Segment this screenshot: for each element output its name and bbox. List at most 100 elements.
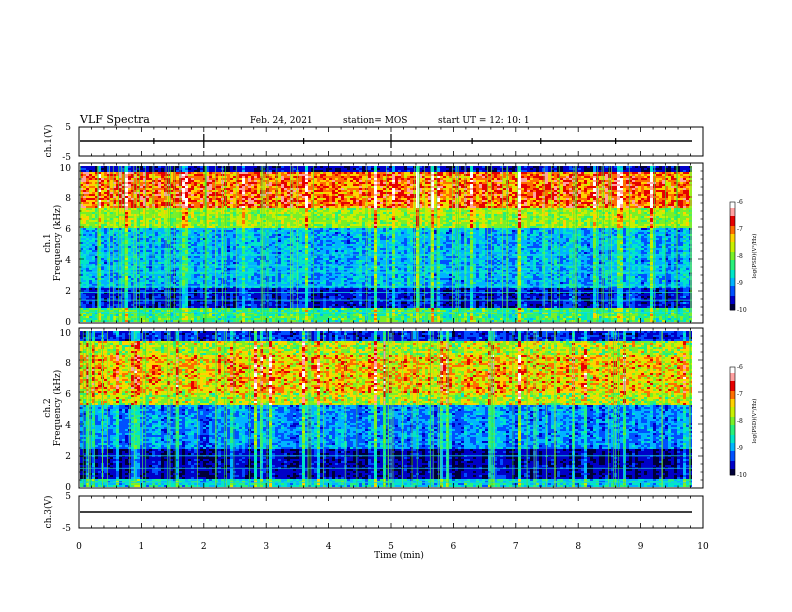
- spectrogram-cell: [104, 186, 108, 189]
- spectrogram-cell: [671, 188, 675, 191]
- spectrogram-cell: [107, 182, 111, 185]
- spectrogram-cell: [584, 178, 588, 181]
- spectrogram-cell: [434, 198, 438, 201]
- spectrogram-cell: [260, 200, 264, 203]
- spectrogram-cell: [650, 196, 654, 199]
- spectrogram-cell: [386, 182, 390, 185]
- spectrogram-cell: [137, 200, 141, 203]
- spectrogram-cell: [632, 198, 636, 201]
- spectrogram-cell: [437, 180, 441, 183]
- spectrogram-cell: [509, 168, 513, 171]
- spectrogram-cell: [149, 182, 153, 185]
- spectrogram-cell: [677, 196, 681, 199]
- spectrogram-cell: [209, 192, 213, 195]
- spectrogram-cell: [293, 186, 297, 189]
- spectrogram-cell: [113, 184, 117, 187]
- spectrogram-cell: [614, 188, 618, 191]
- spectrogram-cell: [683, 166, 687, 169]
- spectrogram-cell: [428, 166, 432, 169]
- spectrogram-cell: [350, 196, 354, 199]
- spectrogram-cell: [353, 178, 357, 181]
- spectrogram-cell: [362, 178, 366, 181]
- spectrogram-cell: [137, 180, 141, 183]
- spectrogram-cell: [89, 202, 93, 205]
- spectrogram-cell: [146, 182, 150, 185]
- spectrogram-cell: [488, 172, 492, 175]
- spectrogram-cell: [80, 182, 84, 185]
- spectrogram-cell: [662, 176, 666, 179]
- spectrogram-cell: [437, 204, 441, 207]
- spectrogram-cell: [674, 186, 678, 189]
- spectrogram-cell: [203, 206, 207, 209]
- spectrogram-cell: [578, 174, 582, 177]
- spectrogram-cell: [122, 170, 126, 173]
- spectrogram-cell: [383, 200, 387, 203]
- spectrogram-cell: [500, 176, 504, 179]
- spectrogram-cell: [500, 196, 504, 199]
- spectrogram-cell: [242, 202, 246, 205]
- spectrogram-cell: [125, 188, 129, 191]
- spectrogram-cell: [476, 176, 480, 179]
- spectrogram-cell: [161, 166, 165, 169]
- spectrogram-cell: [161, 200, 165, 203]
- spectrogram-cell: [269, 210, 273, 213]
- spectrogram-cell: [101, 166, 105, 169]
- spectrogram-cell: [308, 214, 312, 217]
- spectrogram-cell: [308, 192, 312, 195]
- spectrogram-cell: [539, 190, 543, 193]
- spectrogram-cell: [107, 172, 111, 175]
- spectrogram-cell: [341, 166, 345, 169]
- spectrogram-cell: [497, 196, 501, 199]
- spectrogram-cell: [608, 190, 612, 193]
- spectrogram-cell: [659, 186, 663, 189]
- spectrogram-cell: [665, 184, 669, 187]
- spectrogram-cell: [374, 182, 378, 185]
- spectrogram-cell: [362, 174, 366, 177]
- spectrogram-cell: [467, 178, 471, 181]
- spectrogram-cell: [293, 172, 297, 175]
- spectrogram-cell: [530, 178, 534, 181]
- spectrogram-cell: [110, 210, 114, 213]
- spectrogram-cell: [350, 208, 354, 211]
- spectrogram-cell: [230, 170, 234, 173]
- spectrogram-cell: [143, 172, 147, 175]
- spectrogram-cell: [677, 212, 681, 215]
- spectrogram-cell: [569, 204, 573, 207]
- spectrogram-cell: [659, 192, 663, 195]
- spectrogram-cell: [485, 184, 489, 187]
- spectrogram-cell: [164, 208, 168, 211]
- spectrogram-cell: [392, 198, 396, 201]
- spectrogram-cell: [236, 174, 240, 177]
- spectrogram-cell: [548, 166, 552, 169]
- spectrogram-cell: [425, 198, 429, 201]
- spectrogram-cell: [617, 176, 621, 179]
- spectrogram-cell: [209, 204, 213, 207]
- spectrogram-cell: [668, 198, 672, 201]
- spectrogram-cell: [521, 200, 525, 203]
- spectrogram-cell: [281, 182, 285, 185]
- spectrogram-cell: [83, 168, 87, 171]
- spectrogram-cell: [527, 208, 531, 211]
- spectrogram-cell: [650, 204, 654, 207]
- spectrogram-cell: [260, 206, 264, 209]
- spectrogram-cell: [134, 182, 138, 185]
- spectrogram-cell: [461, 212, 465, 215]
- spectrogram-cell: [386, 192, 390, 195]
- spectrogram-cell: [254, 212, 258, 215]
- spectrogram-cell: [671, 186, 675, 189]
- spectrogram-cell: [545, 190, 549, 193]
- spectrogram-cell: [125, 194, 129, 197]
- spectrogram-cell: [329, 176, 333, 179]
- spectrogram-cell: [281, 212, 285, 215]
- spectrogram-cell: [611, 200, 615, 203]
- spectrogram-cell: [635, 198, 639, 201]
- spectrogram-cell: [539, 174, 543, 177]
- spectrogram-cell: [599, 212, 603, 215]
- spectrogram-cell: [281, 194, 285, 197]
- spectrogram-cell: [500, 192, 504, 195]
- spectrogram-cell: [134, 192, 138, 195]
- spectrogram-cell: [200, 186, 204, 189]
- spectrogram-cell: [272, 200, 276, 203]
- spectrogram-cell: [218, 212, 222, 215]
- spectrogram-cell: [98, 176, 102, 179]
